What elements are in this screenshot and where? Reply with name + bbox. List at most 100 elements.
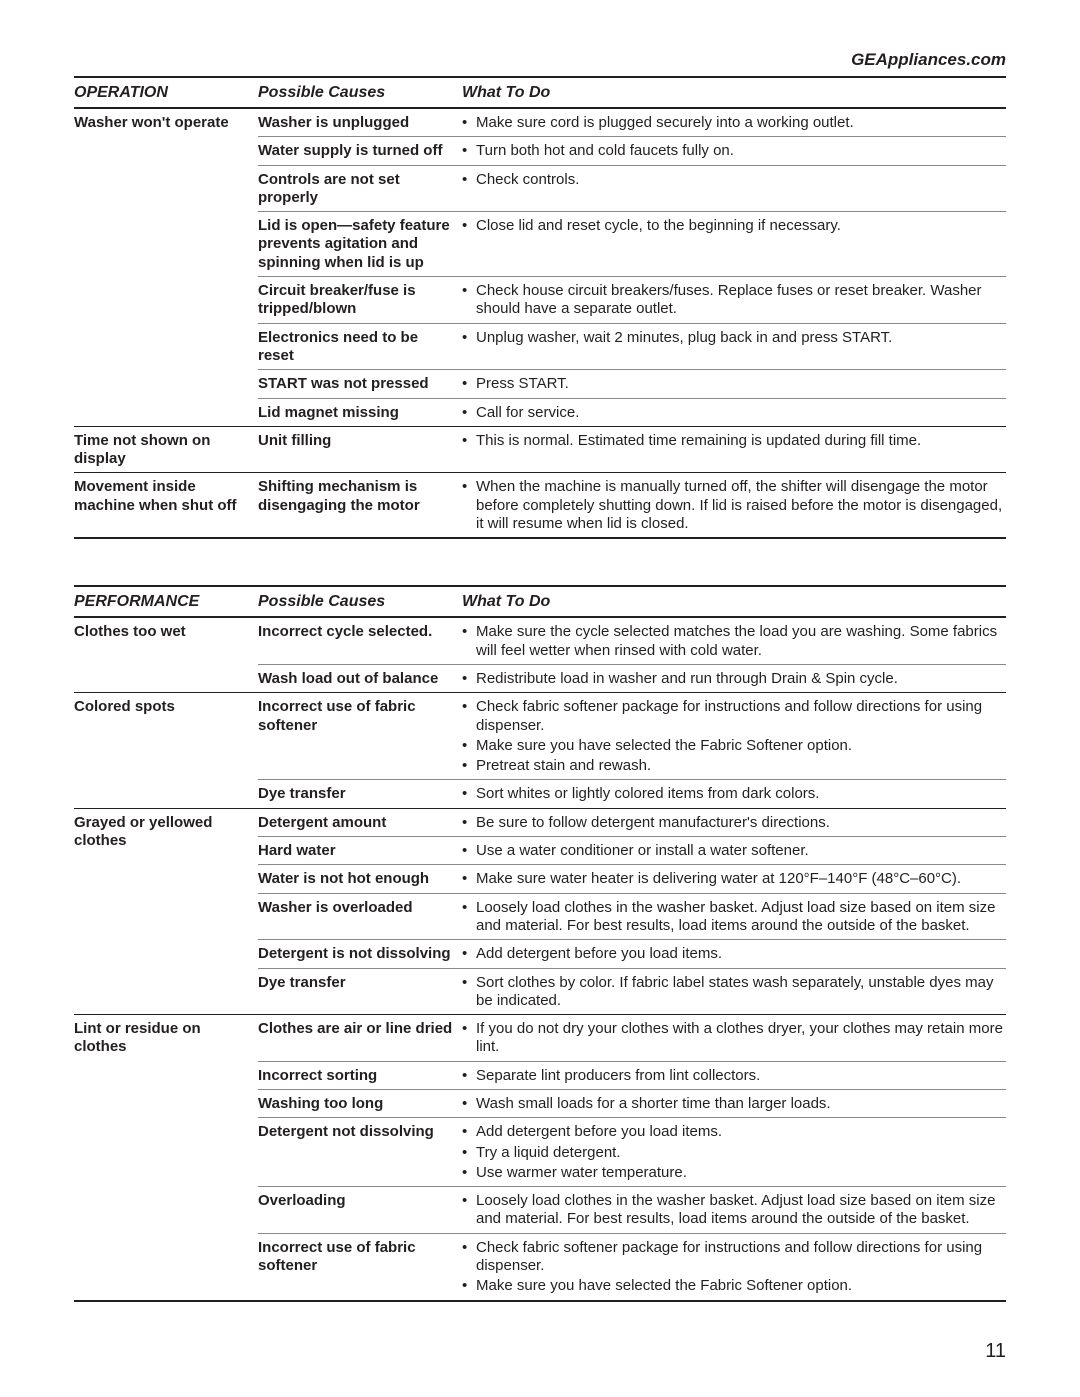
- cause-cell: Dye transfer: [258, 969, 462, 1015]
- cause-cell: Lid magnet missing: [258, 399, 462, 426]
- todo-text: Turn both hot and cold faucets fully on.: [476, 142, 1006, 160]
- cause-cell: Detergent not dissolving: [258, 1118, 462, 1186]
- bullet-icon: •: [462, 1095, 476, 1113]
- table-header-cell: What To Do: [462, 587, 1006, 616]
- todo-cell: •Use a water conditioner or install a wa…: [462, 837, 1006, 864]
- todo-item: •Check house circuit breakers/fuses. Rep…: [462, 282, 1006, 319]
- todo-text: When the machine is manually turned off,…: [476, 478, 1006, 533]
- cause-row: Shifting mechanism is disengaging the mo…: [258, 473, 1006, 537]
- todo-text: Close lid and reset cycle, to the beginn…: [476, 217, 1006, 235]
- cause-cell: Water supply is turned off: [258, 137, 462, 164]
- todo-cell: •If you do not dry your clothes with a c…: [462, 1015, 1006, 1061]
- bullet-icon: •: [462, 670, 476, 688]
- todo-item: •Call for service.: [462, 404, 1006, 422]
- cause-row: Incorrect use of fabric softener•Check f…: [258, 693, 1006, 780]
- todo-item: •This is normal. Estimated time remainin…: [462, 432, 1006, 450]
- todo-item: •Pretreat stain and rewash.: [462, 757, 1006, 775]
- todo-cell: •Close lid and reset cycle, to the begin…: [462, 212, 1006, 276]
- cause-row: Incorrect sorting•Separate lint producer…: [258, 1062, 1006, 1090]
- todo-item: •Add detergent before you load items.: [462, 945, 1006, 963]
- cause-cell: Washing too long: [258, 1090, 462, 1117]
- todo-cell: •Press START.: [462, 370, 1006, 397]
- todo-cell: •Turn both hot and cold faucets fully on…: [462, 137, 1006, 164]
- todo-item: •Separate lint producers from lint colle…: [462, 1067, 1006, 1085]
- cause-cell: Water is not hot enough: [258, 865, 462, 892]
- bullet-icon: •: [462, 432, 476, 450]
- cause-cell: Controls are not set properly: [258, 166, 462, 212]
- site-link: GEAppliances.com: [74, 50, 1006, 70]
- todo-text: Make sure you have selected the Fabric S…: [476, 737, 1006, 755]
- todo-text: Sort whites or lightly colored items fro…: [476, 785, 1006, 803]
- problem-cell: Clothes too wet: [74, 618, 258, 692]
- table-header-row: PERFORMANCEPossible CausesWhat To Do: [74, 587, 1006, 618]
- troubleshooting-table: OPERATIONPossible CausesWhat To DoWasher…: [74, 76, 1006, 539]
- bullet-icon: •: [462, 171, 476, 189]
- todo-text: Wash small loads for a shorter time than…: [476, 1095, 1006, 1113]
- todo-text: Call for service.: [476, 404, 1006, 422]
- cause-cell: Clothes are air or line dried: [258, 1015, 462, 1061]
- todo-text: Try a liquid detergent.: [476, 1144, 1006, 1162]
- todo-cell: •When the machine is manually turned off…: [462, 473, 1006, 537]
- todo-text: Redistribute load in washer and run thro…: [476, 670, 1006, 688]
- causes-container: Shifting mechanism is disengaging the mo…: [258, 473, 1006, 537]
- table-section: Clothes too wetIncorrect cycle selected.…: [74, 618, 1006, 693]
- todo-item: •Loosely load clothes in the washer bask…: [462, 1192, 1006, 1229]
- todo-cell: •This is normal. Estimated time remainin…: [462, 427, 1006, 454]
- bullet-icon: •: [462, 1123, 476, 1141]
- bullet-icon: •: [462, 737, 476, 755]
- troubleshooting-table: PERFORMANCEPossible CausesWhat To DoClot…: [74, 585, 1006, 1301]
- problem-cell: Grayed or yellowed clothes: [74, 809, 258, 1014]
- todo-cell: •Add detergent before you load items.: [462, 940, 1006, 967]
- table-header-cell: Possible Causes: [258, 587, 462, 616]
- cause-cell: Wash load out of balance: [258, 665, 462, 692]
- todo-item: •Add detergent before you load items.: [462, 1123, 1006, 1141]
- todo-item: •Make sure you have selected the Fabric …: [462, 737, 1006, 755]
- cause-row: Water is not hot enough•Make sure water …: [258, 865, 1006, 893]
- table-header-row: OPERATIONPossible CausesWhat To Do: [74, 78, 1006, 109]
- cause-row: Electronics need to be reset•Unplug wash…: [258, 324, 1006, 371]
- table-section: Grayed or yellowed clothesDetergent amou…: [74, 809, 1006, 1015]
- table-header-cell: Possible Causes: [258, 78, 462, 107]
- cause-cell: Incorrect use of fabric softener: [258, 693, 462, 779]
- cause-row: Hard water•Use a water conditioner or in…: [258, 837, 1006, 865]
- bullet-icon: •: [462, 329, 476, 347]
- bullet-icon: •: [462, 814, 476, 832]
- cause-row: START was not pressed•Press START.: [258, 370, 1006, 398]
- todo-text: Make sure cord is plugged securely into …: [476, 114, 1006, 132]
- bullet-icon: •: [462, 945, 476, 963]
- todo-text: Check fabric softener package for instru…: [476, 698, 1006, 735]
- todo-item: •Use a water conditioner or install a wa…: [462, 842, 1006, 860]
- table-section: Time not shown on displayUnit filling•Th…: [74, 427, 1006, 474]
- cause-cell: Incorrect cycle selected.: [258, 618, 462, 664]
- bullet-icon: •: [462, 1144, 476, 1162]
- bullet-icon: •: [462, 114, 476, 132]
- cause-cell: Washer is overloaded: [258, 894, 462, 940]
- bullet-icon: •: [462, 757, 476, 775]
- bullet-icon: •: [462, 142, 476, 160]
- cause-row: Clothes are air or line dried•If you do …: [258, 1015, 1006, 1062]
- todo-text: Be sure to follow detergent manufacturer…: [476, 814, 1006, 832]
- causes-container: Detergent amount•Be sure to follow deter…: [258, 809, 1006, 1014]
- todo-text: Add detergent before you load items.: [476, 1123, 1006, 1141]
- table-header-cell: PERFORMANCE: [74, 587, 258, 616]
- problem-cell: Colored spots: [74, 693, 258, 807]
- cause-cell: Dye transfer: [258, 780, 462, 807]
- todo-item: •When the machine is manually turned off…: [462, 478, 1006, 533]
- todo-item: •Make sure the cycle selected matches th…: [462, 623, 1006, 660]
- causes-container: Washer is unplugged•Make sure cord is pl…: [258, 109, 1006, 426]
- cause-cell: Unit filling: [258, 427, 462, 454]
- bullet-icon: •: [462, 1277, 476, 1295]
- bullet-icon: •: [462, 1020, 476, 1057]
- todo-text: Check house circuit breakers/fuses. Repl…: [476, 282, 1006, 319]
- todo-cell: •Redistribute load in washer and run thr…: [462, 665, 1006, 692]
- cause-cell: Detergent amount: [258, 809, 462, 836]
- bullet-icon: •: [462, 282, 476, 319]
- todo-text: Check controls.: [476, 171, 1006, 189]
- bullet-icon: •: [462, 404, 476, 422]
- todo-item: •Sort clothes by color. If fabric label …: [462, 974, 1006, 1011]
- bullet-icon: •: [462, 375, 476, 393]
- todo-item: •Close lid and reset cycle, to the begin…: [462, 217, 1006, 235]
- problem-cell: Time not shown on display: [74, 427, 258, 473]
- todo-item: •Make sure cord is plugged securely into…: [462, 114, 1006, 132]
- bullet-icon: •: [462, 1067, 476, 1085]
